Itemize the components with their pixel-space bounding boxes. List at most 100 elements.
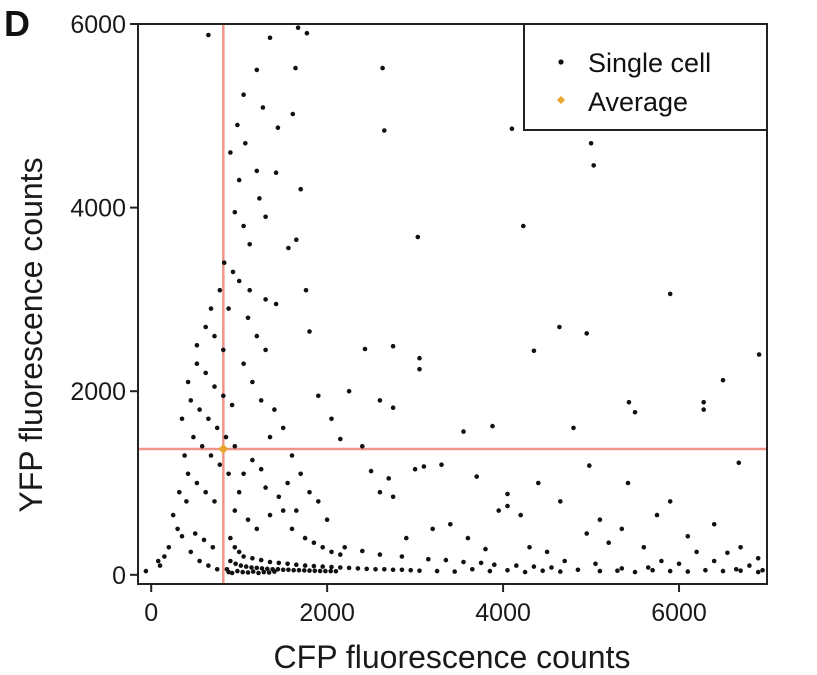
average-marker	[218, 444, 229, 455]
single-cell-point	[254, 168, 260, 174]
single-cell-point	[377, 552, 383, 557]
single-cell-point	[263, 347, 268, 353]
single-cell-point	[490, 423, 495, 429]
single-cell-point	[417, 355, 422, 361]
single-cell-point	[540, 568, 545, 573]
single-cell-point	[177, 489, 182, 495]
single-cell-point	[606, 540, 611, 545]
single-cell-point	[588, 141, 594, 146]
single-cell-point	[659, 558, 664, 564]
single-cell-point	[597, 568, 603, 574]
y-tick-label: 6000	[70, 11, 126, 39]
single-cell-point	[275, 567, 281, 572]
single-cell-point	[243, 564, 249, 569]
single-cell-point	[228, 535, 233, 541]
single-cell-point	[399, 567, 405, 573]
single-cell-point	[280, 425, 286, 431]
single-cell-point	[210, 545, 216, 550]
single-cell-point	[175, 526, 180, 532]
single-cell-point	[536, 480, 541, 486]
single-cell-point	[470, 567, 475, 572]
single-cell-point	[263, 297, 268, 302]
single-cell-point	[320, 564, 326, 569]
single-cell-point	[206, 32, 211, 38]
legend: Single cell Average	[523, 23, 768, 131]
single-cell-point	[587, 463, 592, 468]
single-cell-point	[184, 499, 189, 504]
single-cell-point	[296, 567, 302, 573]
panel-label: D	[4, 3, 30, 44]
single-cell-point	[338, 436, 343, 442]
single-cell-point	[584, 531, 589, 536]
single-cell-point	[615, 568, 620, 573]
single-cell-point	[312, 568, 318, 574]
single-cell-point	[329, 549, 334, 555]
single-cell-point	[263, 485, 268, 490]
single-cell-point	[212, 499, 217, 504]
single-cell-point	[509, 126, 515, 131]
single-cell-point	[303, 287, 309, 293]
single-cell-point	[293, 65, 298, 71]
single-cell-point	[755, 569, 761, 575]
single-cell-point	[254, 67, 260, 73]
single-cell-point	[294, 562, 299, 567]
single-cell-point	[214, 567, 220, 572]
single-cell-point	[166, 545, 172, 550]
single-cell-point	[711, 558, 717, 564]
single-cell-point	[307, 489, 312, 495]
single-cell-point	[362, 346, 368, 352]
legend-average-label: Average	[588, 87, 688, 117]
single-cell-point	[162, 554, 167, 559]
single-cell-point	[558, 499, 563, 504]
single-cell-point	[461, 429, 466, 434]
single-cell-point	[328, 568, 334, 574]
single-cell-point	[667, 568, 673, 574]
single-cell-point	[235, 568, 240, 574]
single-cell-point	[558, 569, 563, 574]
single-cell-point	[208, 453, 214, 458]
single-cell-point	[259, 566, 265, 571]
single-cell-point	[364, 566, 370, 572]
single-cell-point	[505, 491, 510, 497]
single-cell-point	[527, 545, 532, 550]
single-cell-point	[408, 567, 414, 573]
single-cell-point	[575, 567, 581, 573]
single-cell-point	[760, 567, 765, 573]
single-cell-point	[736, 460, 742, 466]
x-tick-label: 4000	[475, 599, 531, 627]
single-cell-point	[276, 494, 282, 500]
single-cell-point	[191, 434, 196, 440]
y-tick-label: 4000	[70, 195, 126, 223]
single-cell-point	[257, 196, 262, 201]
single-cell-point	[236, 489, 242, 495]
single-cell-point	[286, 567, 291, 573]
single-cell-point	[448, 522, 453, 527]
single-cell-point	[238, 563, 244, 568]
single-cell-point	[701, 399, 706, 405]
single-cell-point	[295, 25, 301, 31]
single-cell-point	[465, 535, 471, 541]
single-cell-point	[179, 534, 185, 539]
single-cell-point	[289, 453, 295, 458]
single-cell-point	[286, 245, 291, 251]
single-cell-point	[694, 549, 699, 555]
single-cell-point	[233, 561, 238, 567]
single-cell-point	[241, 92, 246, 97]
single-cell-point	[267, 434, 273, 440]
single-cell-point	[294, 237, 299, 242]
single-cell-point	[421, 464, 427, 469]
single-cell-point	[272, 569, 277, 574]
y-tick-label: 2000	[70, 378, 126, 406]
single-cell-point	[571, 425, 576, 431]
single-cell-point	[289, 526, 295, 532]
single-cell-point	[194, 480, 200, 486]
single-cell-point	[302, 568, 307, 573]
single-cell-point	[201, 537, 207, 543]
single-cell-point	[221, 260, 227, 266]
single-cell-point	[434, 568, 440, 574]
single-cell-point	[273, 301, 279, 307]
single-cell-point	[263, 214, 268, 220]
data-points	[143, 25, 765, 576]
single-cell-point	[412, 466, 418, 472]
